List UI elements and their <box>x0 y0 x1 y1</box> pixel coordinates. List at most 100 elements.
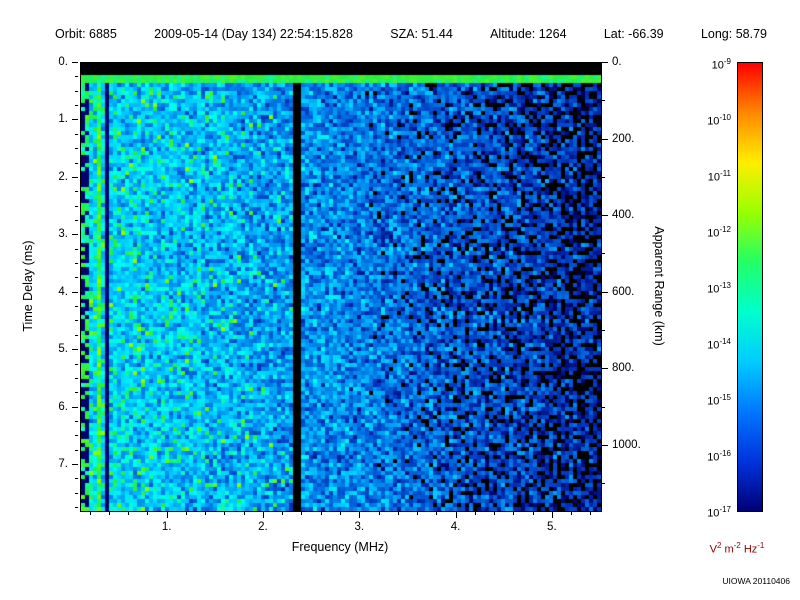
colorbar-exponent: -10 <box>719 113 731 122</box>
range-tick-label: 800. <box>612 362 635 375</box>
colorbar-tick-label: 10-16 <box>707 449 731 464</box>
colorbar-exponent: -11 <box>720 169 731 178</box>
y-minor-tick-mark <box>75 219 78 221</box>
y-tick-label: 4. <box>58 285 68 298</box>
x-minor-tick-mark <box>532 512 534 515</box>
x-minor-tick-mark <box>378 512 380 515</box>
colorbar-tick-label: 10-11 <box>707 169 731 184</box>
y-tick-label: 6. <box>58 400 68 413</box>
spectrogram-plot-frame <box>80 62 602 512</box>
y-tick-label: 3. <box>58 228 68 241</box>
x-minor-tick-mark <box>590 512 592 515</box>
spectrogram-canvas <box>81 63 601 511</box>
range-tick-mark <box>602 444 608 446</box>
x-minor-tick-mark <box>417 512 419 515</box>
y-tick-mark <box>72 119 78 121</box>
range-minor-tick-mark <box>602 406 605 408</box>
x-minor-tick-mark <box>397 512 399 515</box>
y-minor-tick-mark <box>75 263 78 265</box>
y-minor-tick-mark <box>75 248 78 250</box>
altitude-field: Altitude: 1264 <box>490 27 567 41</box>
y-minor-tick-mark <box>75 420 78 422</box>
x-minor-tick-mark <box>494 512 496 515</box>
x-tick-label: 3. <box>354 521 365 533</box>
y-minor-tick-mark <box>75 90 78 92</box>
header-info-bar: Orbit: 6885 2009-05-14 (Day 134) 22:54:1… <box>55 27 767 41</box>
y-minor-tick-mark <box>75 162 78 164</box>
colorbar-exponent: -12 <box>719 225 731 234</box>
colorbar-exponent: -14 <box>719 337 731 346</box>
x-tick-label: 2. <box>258 521 268 533</box>
y-tick-mark <box>72 234 78 236</box>
x-tick-label: 5. <box>547 521 557 533</box>
y-minor-tick-mark <box>75 306 78 308</box>
range-tick-mark <box>602 138 608 140</box>
colorbar-exponent: -9 <box>723 57 731 66</box>
x-minor-tick-mark <box>320 512 322 515</box>
x-minor-tick-mark <box>128 512 130 515</box>
y-minor-tick-mark <box>75 478 78 480</box>
y-tick-mark <box>72 62 78 63</box>
range-minor-tick-mark <box>602 330 605 332</box>
range-tick-mark <box>602 291 608 293</box>
x-minor-tick-mark <box>571 512 573 515</box>
y-tick-mark <box>72 349 78 351</box>
range-tick-mark <box>602 62 608 63</box>
colorbar-exponent: -15 <box>719 393 731 402</box>
x-tick-mark <box>551 512 553 518</box>
y-tick-label: 1. <box>58 113 68 126</box>
range-tick-label: 200. <box>612 132 635 145</box>
range-minor-tick-mark <box>602 483 605 485</box>
x-minor-tick-mark <box>108 512 110 515</box>
y-minor-tick-mark <box>75 492 78 494</box>
y-axis-label-right: Apparent Range (km) <box>652 226 666 346</box>
x-minor-tick-mark <box>282 512 284 515</box>
x-minor-tick-mark <box>147 512 149 515</box>
colorbar-tick-label: 10-15 <box>707 393 731 408</box>
y-tick-label: 7. <box>58 458 68 471</box>
x-minor-tick-mark <box>301 512 303 515</box>
colorbar-tick-label: 10-12 <box>707 225 731 240</box>
x-tick-mark <box>455 512 457 518</box>
y-minor-tick-mark <box>75 105 78 107</box>
x-axis-label: Frequency (MHz) <box>291 540 389 554</box>
colorbar-gradient <box>737 62 763 512</box>
range-minor-tick-mark <box>602 100 605 102</box>
y-minor-tick-mark <box>75 76 78 78</box>
unit-exponent: 2 <box>716 541 722 550</box>
y-minor-tick-mark <box>75 133 78 135</box>
sza-field: SZA: 51.44 <box>390 27 453 41</box>
x-minor-tick-mark <box>340 512 341 515</box>
y-tick-mark <box>72 406 78 408</box>
datetime-field: 2009-05-14 (Day 134) 22:54:15.828 <box>154 27 353 41</box>
y-minor-tick-mark <box>75 377 78 379</box>
colorbar-tick-label: 10-10 <box>707 113 731 128</box>
latitude-field: Lat: -66.39 <box>603 27 664 41</box>
colorbar-exponent: -17 <box>719 505 731 514</box>
colorbar-tick-label: 10-13 <box>707 281 731 296</box>
y-tick-label: 5. <box>58 343 68 356</box>
x-tick-label: 1. <box>161 521 172 533</box>
x-minor-tick-mark <box>243 512 245 515</box>
y-minor-tick-mark <box>75 507 78 509</box>
y-minor-tick-mark <box>75 392 78 394</box>
range-tick-label: 400. <box>612 209 635 222</box>
y-tick-mark <box>72 291 78 293</box>
y-minor-tick-mark <box>75 148 78 150</box>
unit-exponent: -2 <box>733 541 741 550</box>
y-tick-mark <box>72 464 78 466</box>
range-tick-mark <box>602 368 608 370</box>
range-minor-tick-mark <box>602 176 605 178</box>
range-tick-mark <box>602 215 608 217</box>
x-tick-mark <box>166 512 168 518</box>
y-minor-tick-mark <box>75 334 78 336</box>
x-minor-tick-mark <box>436 512 438 515</box>
y-minor-tick-mark <box>75 320 78 322</box>
y-minor-tick-mark <box>75 205 78 207</box>
range-tick-label: 1000. <box>612 438 641 451</box>
credit-text: UIOWA 20110406 <box>722 576 790 586</box>
x-tick-label: 4. <box>450 521 461 533</box>
unit-exponent: -1 <box>757 541 765 550</box>
x-minor-tick-mark <box>205 512 207 515</box>
range-tick-label: 0. <box>612 56 622 68</box>
